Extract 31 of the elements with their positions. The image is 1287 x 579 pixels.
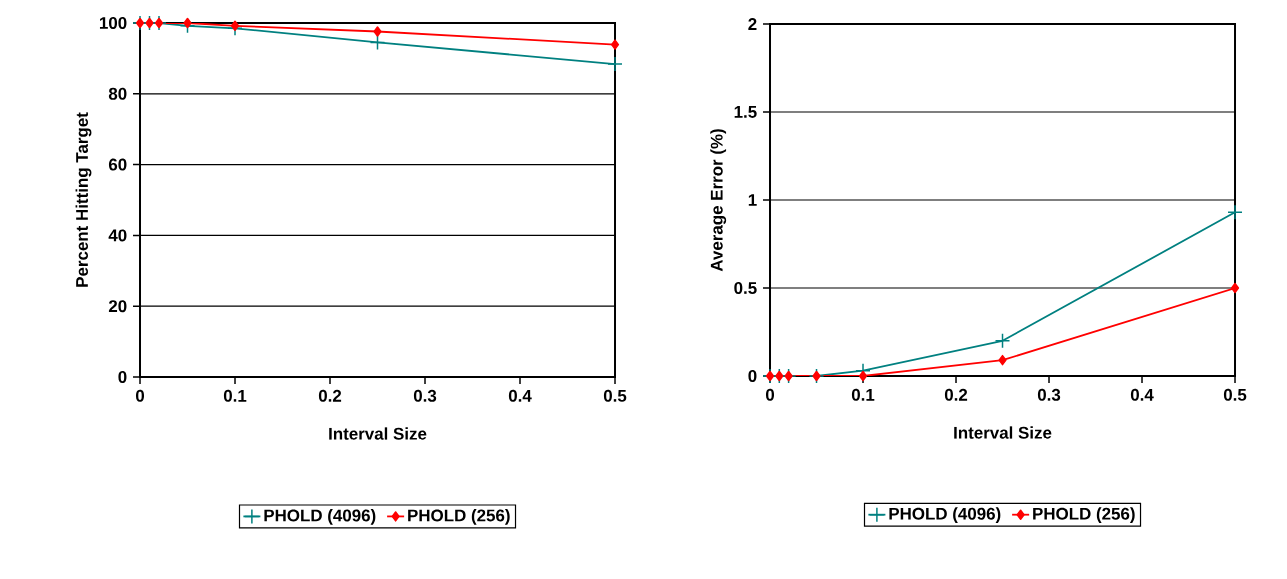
y-tick-label: 1	[748, 194, 757, 206]
y-tick-label: 0	[748, 369, 757, 382]
y-tick-label: 80	[108, 87, 127, 100]
x-tick-label: 0.2	[944, 388, 968, 401]
x-axis-title: Interval Size	[329, 427, 427, 440]
y-tick-label: 60	[108, 158, 127, 171]
y-axis-title: Average Error (%)	[710, 129, 727, 272]
x-tick-label: 0.2	[318, 389, 342, 402]
x-tick-label: 0.4	[508, 389, 532, 402]
x-tick-label: 0.4	[1130, 388, 1154, 401]
x-axis-title: Interval Size	[954, 426, 1052, 439]
x-tick-label: 0	[135, 389, 145, 402]
y-axis-title: Percent Hitting Target	[75, 112, 92, 287]
x-tick-label: 0	[765, 388, 775, 401]
x-tick-label: 0.1	[851, 388, 875, 401]
y-tick-label: 100	[99, 16, 127, 29]
legend-label: PHOLD (256)	[1033, 507, 1135, 524]
y-tick-label: 40	[108, 229, 127, 242]
legend-label: PHOLD (4096)	[889, 507, 1001, 524]
x-tick-label: 0.5	[1223, 388, 1247, 401]
y-tick-label: 0	[118, 370, 127, 383]
y-tick-label: 2	[748, 18, 757, 30]
x-tick-label: 0.3	[413, 389, 437, 402]
y-tick-label: 1.5	[734, 106, 757, 118]
x-tick-label: 0.3	[1037, 388, 1061, 401]
x-tick-label: 0.5	[603, 389, 627, 402]
x-tick-label: 0.1	[223, 389, 247, 402]
y-tick-label: 0.5	[734, 281, 757, 294]
y-tick-label: 20	[108, 300, 127, 313]
legend-label: PHOLD (4096)	[264, 509, 376, 525]
legend-label: PHOLD (256)	[408, 509, 510, 525]
